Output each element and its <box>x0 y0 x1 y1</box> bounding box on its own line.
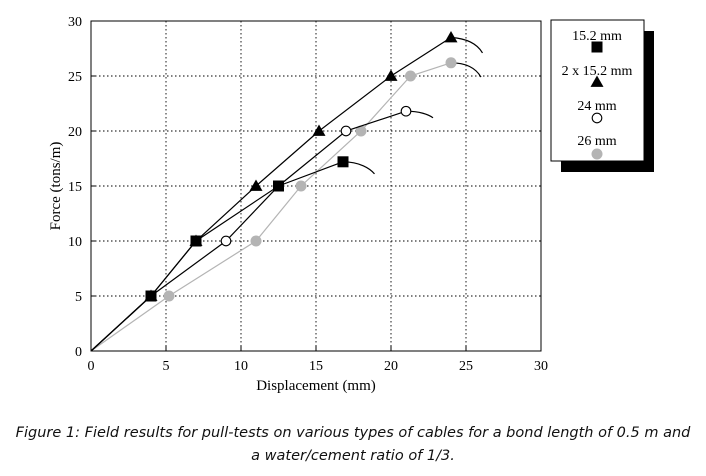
grid-lines <box>91 21 541 351</box>
data-point-2-5 <box>400 105 412 117</box>
tick-labels: 0 5 10 15 20 25 30 0 5 10 15 20 25 30 <box>68 15 548 374</box>
legend-marker-3 <box>591 148 603 160</box>
legend-label-26-mm: 26 mm <box>577 134 616 149</box>
y-tick-label-10: 10 <box>68 235 82 250</box>
y-axis-label: Force (tons/m) <box>48 142 64 231</box>
y-tick-label-5: 5 <box>75 290 82 305</box>
series-3 <box>90 57 482 352</box>
figure-caption: Figure 1: Field results for pull-tests o… <box>0 422 706 468</box>
x-tick-label-15: 15 <box>309 359 323 374</box>
x-axis-label: Displacement (mm) <box>256 378 376 394</box>
data-point-1-2 <box>189 234 203 246</box>
x-tick-label-10: 10 <box>234 359 248 374</box>
y-tick-label-15: 15 <box>68 180 82 195</box>
data-point-1-1 <box>144 289 158 301</box>
legend-marker-0 <box>591 41 603 53</box>
series-1 <box>90 31 484 352</box>
data-point-3-3 <box>295 180 307 192</box>
data-point-3-4 <box>355 125 367 137</box>
pull-test-chart: 0 5 10 15 20 25 30 0 5 10 15 20 25 30 Displacement (m… <box>48 15 654 394</box>
series-tail-1 <box>450 36 484 54</box>
series-line-2 <box>90 110 407 352</box>
data-point-1-5 <box>384 69 398 81</box>
series-line-3 <box>90 62 452 352</box>
legend: 15.2 mm 2 x 15.2 mm 24 mm 26 mm <box>550 19 654 172</box>
y-tick-label-0: 0 <box>75 345 82 360</box>
legend-marker-1 <box>590 75 604 87</box>
x-tick-label-30: 30 <box>534 359 548 374</box>
data-point-3-6 <box>445 57 457 69</box>
x-tick-label-0: 0 <box>88 359 95 374</box>
y-tick-label-25: 25 <box>68 70 82 85</box>
x-tick-label-20: 20 <box>384 359 398 374</box>
data-point-1-3 <box>249 179 263 191</box>
data-point-1-6 <box>444 31 458 43</box>
series-0 <box>90 156 375 352</box>
data-point-3-2 <box>250 235 262 247</box>
legend-label-15-2-mm: 15.2 mm <box>572 29 622 44</box>
caption-line-2: a water/cement ratio of 1/3. <box>251 448 455 464</box>
x-tick-label-5: 5 <box>163 359 170 374</box>
data-point-3-5 <box>405 70 416 82</box>
y-tick-label-20: 20 <box>68 125 82 140</box>
series-line-0 <box>90 161 344 352</box>
data-point-2-2 <box>220 235 232 247</box>
legend-marker-2 <box>591 112 603 124</box>
y-tick-label-30: 30 <box>68 15 82 30</box>
legend-label-24-mm: 24 mm <box>577 99 616 114</box>
x-tick-label-25: 25 <box>459 359 473 374</box>
data-point-0-4 <box>337 156 349 168</box>
data-point-2-4 <box>340 125 352 137</box>
legend-label-2x15-2-mm: 2 x 15.2 mm <box>562 64 633 79</box>
caption-line-1: Figure 1: Field results for pull-tests o… <box>15 425 691 441</box>
data-point-1-4 <box>312 124 326 136</box>
data-point-3-1 <box>163 290 175 302</box>
data-point-0-3 <box>273 180 284 192</box>
series-group <box>90 31 484 352</box>
